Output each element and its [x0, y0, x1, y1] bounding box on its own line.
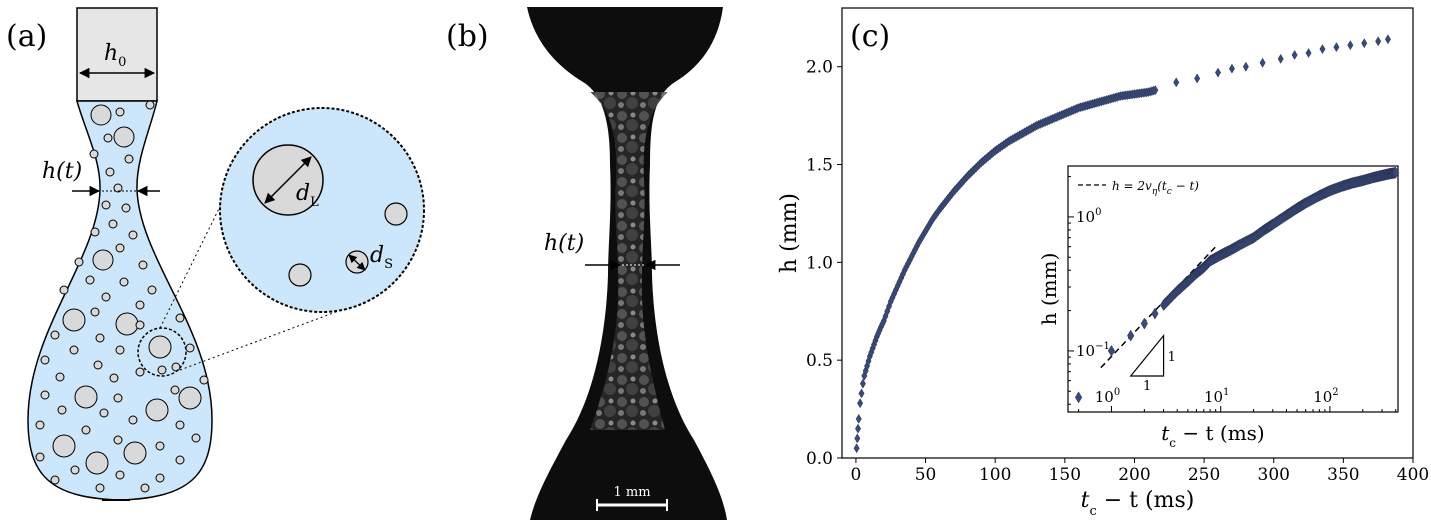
- zoom-source-circle: [137, 327, 187, 377]
- data-point: [858, 388, 865, 399]
- data-point: [1319, 44, 1326, 55]
- inset-data-point: [1107, 344, 1116, 357]
- data-point: [1361, 38, 1368, 49]
- data-point: [1173, 77, 1180, 88]
- data-point: [855, 413, 862, 424]
- ht-label-a: h(t): [42, 159, 82, 184]
- bubbles: [35, 100, 209, 493]
- dS-label: dS: [370, 243, 393, 272]
- x-tick-label: 50: [915, 465, 937, 485]
- x-tick-label: 250: [1188, 465, 1220, 485]
- x-tick-label: 400: [1397, 465, 1429, 485]
- data-point: [1259, 57, 1266, 68]
- data-point: [1242, 61, 1249, 72]
- inset-y-axis-label: h (mm): [1037, 253, 1061, 326]
- x-tick-label: 350: [1327, 465, 1359, 485]
- data-point: [854, 433, 861, 444]
- inset-frame: [1067, 165, 1399, 413]
- panel-a-schematic: (a) h0 h(t) dL: [6, 7, 425, 501]
- inset-x-tick-label: 102: [1313, 387, 1338, 406]
- zoom-line-bottom: [179, 305, 353, 371]
- data-point: [1291, 49, 1298, 60]
- dS-arrow: [348, 254, 366, 271]
- inset-data-point: [1151, 307, 1159, 320]
- slope-label-horizontal: 1: [1143, 379, 1151, 394]
- data-point: [857, 398, 864, 409]
- y-tick-label: 1.0: [806, 253, 833, 273]
- inset-data-point: [1140, 317, 1148, 330]
- x-tick-label: 150: [1049, 465, 1081, 485]
- data-point: [1215, 67, 1222, 78]
- h0-label: h0: [104, 41, 126, 70]
- dL-label: dL: [296, 181, 319, 210]
- panel-a-letter: (a): [6, 19, 47, 54]
- scale-bar-label: 1 mm: [613, 485, 650, 500]
- x-axis-label: tc − t (ms): [1081, 488, 1195, 519]
- y-tick-label: 0.5: [806, 351, 833, 371]
- y-tick-label: 2.0: [806, 58, 833, 78]
- data-point: [859, 378, 866, 389]
- fit-line: [1100, 246, 1217, 369]
- inset-x-axis-label: tc − t (ms): [1161, 421, 1264, 450]
- zoom-line-top: [159, 155, 246, 329]
- data-point: [1333, 42, 1340, 53]
- data-point: [853, 443, 860, 454]
- main-plot: 0 50 100 150 200 250 300 350 400 0.0 0.5 1.0 1.5 2.0 t…: [777, 7, 1429, 519]
- inset-x-tick-label: 101: [1204, 387, 1229, 406]
- data-point: [1228, 63, 1235, 74]
- inset-data-point: [1127, 329, 1135, 342]
- data-point: [855, 423, 862, 434]
- panel-c-letter: (c): [850, 19, 890, 54]
- legend-label: h = 2vη(tc − t): [1112, 179, 1199, 197]
- y-tick-label: 0.0: [806, 449, 833, 469]
- panel-b-photo: (b) h(t) 1 mm: [446, 7, 727, 520]
- x-tick-label: 100: [979, 465, 1011, 485]
- x-tick-label: 300: [1258, 465, 1290, 485]
- y-tick-label: 1.5: [806, 156, 833, 176]
- data-point: [1375, 36, 1382, 47]
- y-axis-label: h (mm): [777, 193, 802, 273]
- foam-texture: [590, 92, 668, 430]
- data-point: [1384, 34, 1391, 45]
- x-tick-label: 0: [851, 465, 862, 485]
- slope-triangle: [1129, 333, 1165, 377]
- data-point: [1152, 85, 1159, 96]
- bubble-small-1: [384, 202, 408, 226]
- data-point: [1194, 73, 1201, 84]
- inset-data-point: [1392, 166, 1400, 179]
- nozzle: [76, 7, 158, 102]
- panel-b-letter: (b): [446, 19, 489, 54]
- x-tick-label: 200: [1118, 465, 1150, 485]
- ht-label-b: h(t): [544, 231, 584, 256]
- data-point: [1347, 40, 1354, 51]
- dL-arrow: [264, 156, 312, 204]
- data-point: [1277, 53, 1284, 64]
- bubble-small-2: [288, 263, 312, 287]
- inset-data-point: [1074, 391, 1083, 404]
- data-point: [1305, 48, 1312, 58]
- main-plot-frame: [841, 7, 1414, 459]
- slope-label-vertical: 1: [1168, 350, 1176, 365]
- panel-c-chart: 0 50 100 150 200 250 300 350 400 0.0 0.5 1.0 1.5 2.0 t…: [777, 7, 1429, 519]
